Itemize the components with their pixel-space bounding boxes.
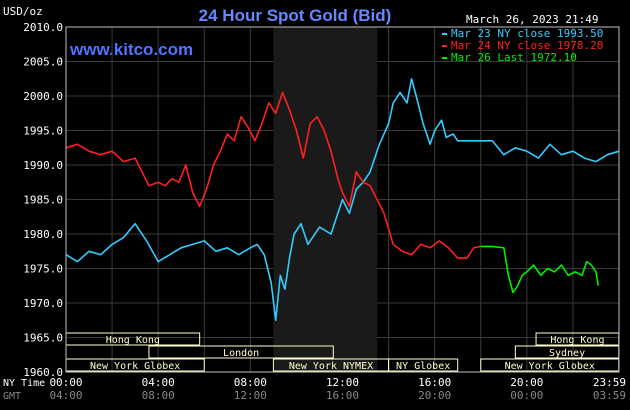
series-lines <box>65 78 620 322</box>
y-tick-label-5: 1985.0 <box>23 194 63 207</box>
y-tick-label-2: 1970.0 <box>23 297 63 310</box>
session-bar-2 <box>148 345 334 359</box>
session-bars: Hong Kong London New York Globex New York N… <box>65 332 620 372</box>
series-line-3 <box>480 245 600 294</box>
x-tick-label-gmt-6: 03:59 <box>593 389 626 402</box>
series-line-2 <box>65 91 481 259</box>
x-tick-label-gmt-1: 08:00 <box>142 389 175 402</box>
legend-label-3: Mar 26 Last 1972.10 <box>451 51 577 64</box>
y-tick-label-4: 1980.0 <box>23 228 63 241</box>
x-tick-label-gmt-3: 16:00 <box>326 389 359 402</box>
x-tick-label-ny-3: 12:00 <box>326 376 359 389</box>
x-tick-label-gmt-2: 12:00 <box>234 389 267 402</box>
website-label: www.kitco.com <box>69 40 193 59</box>
session-bar-label-8: New York Globex <box>505 361 595 372</box>
legend-swatch-1 <box>442 33 447 35</box>
y-tick-label-9: 2005.0 <box>23 56 63 69</box>
x-tick-labels: NY TimeGMT00:0004:0004:0008:0008:0012:00… <box>3 376 626 402</box>
y-tick-label-1: 1965.0 <box>23 332 63 345</box>
session-bar-label-6: Hong Kong <box>550 335 604 346</box>
y-tick-labels: 1960.0 1965.0 1970.0 1975.0 1980.0 1985.0 1990… <box>23 21 63 379</box>
legend-label-2: Mar 24 NY close 1978.20 <box>451 39 603 52</box>
timestamp-label: March 26, 2023 21:49 <box>466 13 598 26</box>
x-row-label-gmt: GMT <box>3 391 21 402</box>
y-axis-label: USD/oz <box>3 5 43 18</box>
y-tick-label-8: 2000.0 <box>23 90 63 103</box>
series-line-1 <box>65 78 620 322</box>
x-tick-label-ny-0: 00:00 <box>49 376 82 389</box>
x-tick-label-gmt-4: 20:00 <box>418 389 451 402</box>
y-tick-label-10: 2010.0 <box>23 21 63 34</box>
x-tick-label-ny-4: 16:00 <box>418 376 451 389</box>
legend-swatch-3 <box>442 57 447 59</box>
y-tick-label-6: 1990.0 <box>23 159 63 172</box>
chart-title: 24 Hour Spot Gold (Bid) <box>199 6 392 25</box>
x-tick-label-ny-6: 23:59 <box>593 376 626 389</box>
session-bar-label-5: NY Globex <box>396 361 450 372</box>
x-tick-label-gmt-0: 04:00 <box>49 389 82 402</box>
session-bar-label-3: New York Globex <box>90 361 180 372</box>
x-tick-label-gmt-5: 00:00 <box>510 389 543 402</box>
session-bar-5 <box>388 358 459 372</box>
session-bar-label-4: New York NYMEX <box>289 361 373 372</box>
y-tick-label-3: 1975.0 <box>23 263 63 276</box>
x-row-label-ny: NY Time <box>3 378 45 389</box>
x-tick-label-ny-5: 20:00 <box>510 376 543 389</box>
x-tick-label-ny-1: 04:00 <box>142 376 175 389</box>
session-bar-label-1: Hong Kong <box>106 335 160 346</box>
session-bar-label-7: Sydney <box>549 348 585 359</box>
x-tick-label-ny-2: 08:00 <box>234 376 267 389</box>
nymex-highlight-band <box>273 27 378 372</box>
y-tick-label-7: 1995.0 <box>23 125 63 138</box>
nymex-session-highlight <box>273 27 378 372</box>
session-bar-label-2: London <box>223 348 259 359</box>
legend-swatch-2 <box>442 45 447 47</box>
plot-frame <box>65 26 620 373</box>
y-tick-label-0: 1960.0 <box>23 366 63 379</box>
legend-label-1: Mar 23 NY close 1993.50 <box>451 27 603 40</box>
